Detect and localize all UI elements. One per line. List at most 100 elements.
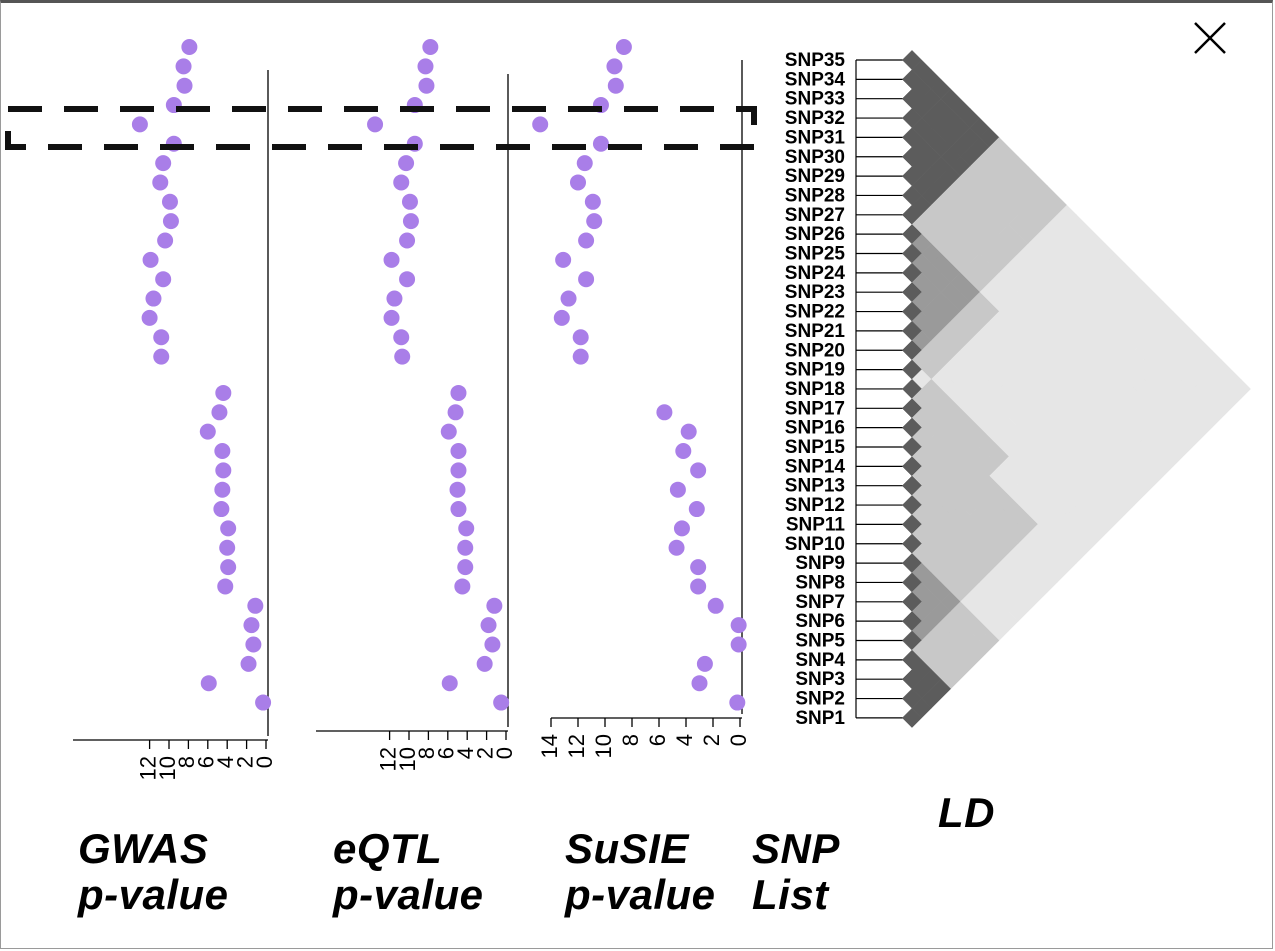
gwas-point-SNP33: [176, 77, 193, 94]
eqtl-point-SNP15: [450, 443, 467, 459]
eqtl-title-line2: p-value: [333, 871, 484, 918]
gwas-point-SNP20: [153, 329, 170, 346]
snp-label-SNP25: SNP25: [785, 244, 846, 265]
susie-point-SNP14: [690, 462, 707, 479]
snp-label-SNP31: SNP31: [785, 127, 846, 148]
eqtl-point-SNP31: [367, 116, 384, 133]
gwas-point-SNP3: [200, 675, 217, 692]
gwas-point-SNP28: [152, 174, 169, 191]
eqtl-point-SNP4: [476, 655, 493, 672]
susie-tick-label-12: 12: [564, 734, 589, 758]
eqtl-point-SNP28: [393, 174, 410, 191]
eqtl-point-SNP18: [450, 384, 467, 401]
susie-tick-label-4: 4: [672, 734, 697, 746]
snp-label-SNP3: SNP3: [795, 669, 845, 690]
susie-point-SNP35: [615, 39, 632, 55]
eqtl-point-SNP2: [493, 694, 510, 711]
susie-point-SNP28: [570, 174, 586, 191]
eqtl-point-SNP3: [441, 675, 458, 692]
gwas-point-SNP5: [245, 636, 262, 653]
eqtl-tick-label-4: 4: [453, 747, 478, 759]
gwas-tick-label-8: 8: [174, 756, 199, 768]
snp-list-title-line1: SNP: [752, 825, 840, 872]
eqtl-point-SNP13: [449, 481, 466, 498]
ld-panel-title: LD: [938, 789, 995, 836]
ld-heatmap: [901, 49, 1251, 728]
gwas-title-line1: GWAS: [78, 825, 209, 872]
susie-point-SNP24: [555, 251, 572, 268]
snp-label-SNP12: SNP12: [785, 495, 845, 516]
snp-label-SNP21: SNP21: [785, 321, 846, 342]
gwas-point-SNP18: [215, 384, 232, 401]
snp-label-SNP8: SNP8: [795, 572, 845, 593]
gwas-point-SNP17: [211, 404, 228, 421]
gwas-point-SNP31: [131, 116, 148, 133]
snp-list-title-line2: List: [752, 871, 829, 918]
snp-list: SNP35SNP34SNP33SNP32SNP31SNP30SNP29SNP28…: [785, 50, 908, 729]
snp-label-SNP4: SNP4: [795, 650, 845, 671]
gwas-point-SNP21: [141, 309, 158, 326]
eqtl-point-SNP5: [484, 636, 501, 653]
eqtl-tick-label-2: 2: [472, 747, 497, 759]
eqtl-point-SNP22: [386, 290, 403, 307]
snp-label-SNP20: SNP20: [785, 340, 845, 361]
close-button[interactable]: [1188, 18, 1232, 62]
eqtl-point-SNP19: [394, 348, 411, 365]
eqtl-tick-label-0: 0: [492, 747, 517, 759]
gwas-point-SNP35: [181, 39, 198, 55]
gwas-panel-title: GWAS p-value: [78, 826, 229, 918]
snp-label-SNP15: SNP15: [785, 437, 846, 458]
snp-label-SNP24: SNP24: [785, 263, 846, 284]
snp-label-SNP19: SNP19: [785, 360, 845, 381]
gwas-tick-label-4: 4: [213, 756, 238, 768]
susie-point-SNP8: [690, 578, 707, 595]
snp-label-SNP2: SNP2: [795, 689, 845, 710]
eqtl-point-SNP35: [422, 39, 439, 55]
susie-point-SNP7: [707, 597, 724, 614]
susie-point-SNP34: [606, 58, 623, 75]
snp-label-SNP1: SNP1: [795, 708, 845, 729]
eqtl-point-SNP23: [399, 271, 416, 288]
gwas-point-SNP11: [220, 520, 237, 537]
eqtl-point-SNP25: [399, 232, 416, 249]
gwas-point-SNP27: [161, 193, 178, 210]
susie-point-SNP2: [729, 694, 746, 711]
snp-label-SNP26: SNP26: [785, 224, 845, 245]
snp-list-title: SNP List: [752, 826, 840, 918]
susie-tick-label-0: 0: [726, 734, 751, 746]
gwas-tick-label-12: 12: [135, 756, 160, 780]
snp-label-SNP32: SNP32: [785, 108, 845, 129]
snp-label-SNP28: SNP28: [785, 185, 845, 206]
susie-point-SNP10: [668, 539, 685, 556]
gwas-point-SNP4: [240, 655, 257, 672]
susie-point-SNP16: [680, 423, 697, 440]
susie-point-SNP33: [607, 77, 624, 94]
eqtl-point-SNP16: [440, 423, 457, 440]
gwas-point-SNP23: [155, 271, 172, 288]
snp-label-SNP34: SNP34: [785, 69, 846, 90]
eqtl-tick-label-6: 6: [434, 747, 459, 759]
susie-point-SNP29: [576, 155, 593, 172]
gwas-point-SNP22: [145, 290, 162, 307]
eqtl-point-SNP10: [457, 539, 474, 556]
susie-point-SNP6: [730, 617, 747, 634]
susie-panel: 14 12 10 8 6 4 2 0: [532, 39, 751, 758]
susie-title-line2: p-value: [565, 871, 716, 918]
susie-point-SNP13: [669, 481, 686, 498]
eqtl-title-line1: eQTL: [333, 825, 443, 872]
gwas-point-SNP13: [214, 481, 231, 498]
eqtl-panel-title: eQTL p-value: [333, 826, 484, 918]
gwas-point-SNP12: [213, 501, 230, 518]
eqtl-point-SNP33: [418, 77, 435, 94]
susie-tick-label-2: 2: [699, 734, 724, 746]
snp-label-SNP17: SNP17: [785, 398, 845, 419]
eqtl-point-SNP21: [383, 309, 400, 326]
susie-point-SNP15: [675, 443, 692, 459]
susie-point-SNP3: [691, 675, 708, 692]
gwas-point-SNP16: [199, 423, 216, 440]
gwas-tick-label-2: 2: [232, 756, 257, 768]
eqtl-point-SNP20: [393, 329, 410, 346]
gwas-point-SNP24: [142, 251, 159, 268]
